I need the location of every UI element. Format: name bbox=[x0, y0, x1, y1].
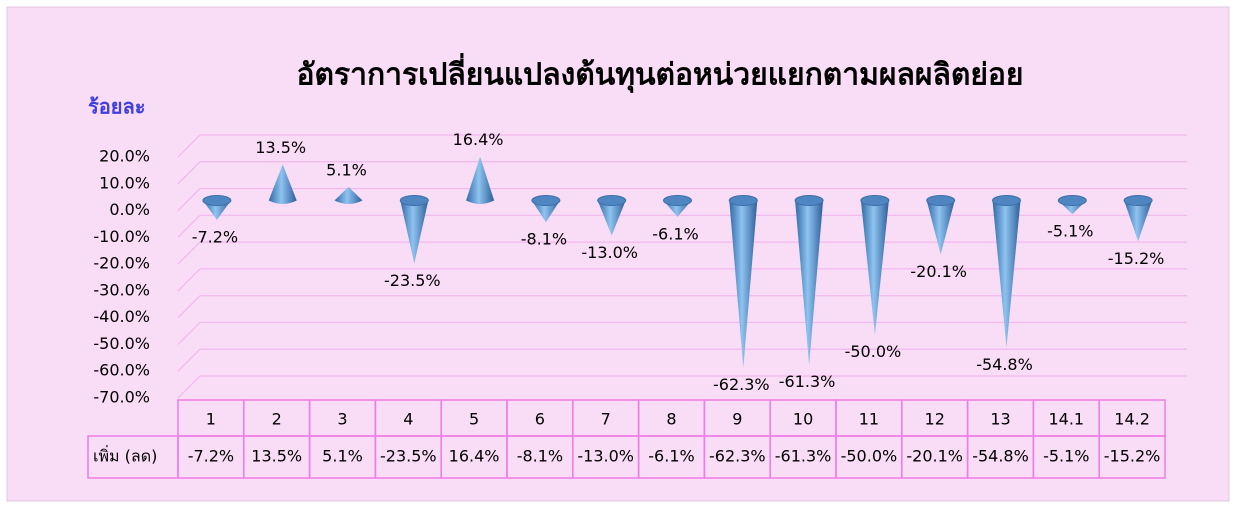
cone bbox=[992, 200, 1021, 348]
table-value: -15.2% bbox=[1104, 447, 1161, 466]
table-value: -62.3% bbox=[709, 447, 766, 466]
data-label: -23.5% bbox=[384, 271, 441, 290]
x-tick-label: 7 bbox=[601, 410, 611, 429]
y-tick-label: -40.0% bbox=[93, 307, 150, 326]
y-tick-label: 10.0% bbox=[99, 173, 150, 192]
y-tick-label: 20.0% bbox=[99, 147, 150, 166]
data-label: 13.5% bbox=[255, 138, 306, 157]
legend-label: เพิ่ม (ลด) bbox=[93, 445, 157, 466]
chart-title: อัตราการเปลี่ยนแปลงต้นทุนต่อหน่วยแยกตามผ… bbox=[296, 53, 1023, 94]
cone bbox=[597, 200, 626, 236]
data-label: -62.3% bbox=[713, 375, 770, 394]
x-tick-label: 6 bbox=[535, 410, 545, 429]
y-tick-label: -60.0% bbox=[93, 361, 150, 380]
data-label: -20.1% bbox=[910, 262, 967, 281]
table-value: 5.1% bbox=[322, 447, 363, 466]
x-tick-label: 11 bbox=[859, 410, 879, 429]
x-tick-label: 2 bbox=[272, 410, 282, 429]
cone-base bbox=[597, 195, 627, 207]
table-value: -5.1% bbox=[1043, 447, 1089, 466]
table-value: -54.8% bbox=[972, 447, 1029, 466]
x-tick-label: 5 bbox=[469, 410, 479, 429]
cone bbox=[400, 200, 429, 264]
x-tick-label: 10 bbox=[793, 410, 813, 429]
y-tick-label: -20.0% bbox=[93, 254, 150, 273]
data-label: -13.0% bbox=[581, 243, 638, 262]
table-value: -7.2% bbox=[188, 447, 234, 466]
cone bbox=[926, 200, 955, 255]
data-label: -8.1% bbox=[521, 230, 567, 249]
y-tick-label: 0.0% bbox=[109, 200, 150, 219]
x-tick-label: 9 bbox=[732, 410, 742, 429]
x-tick-label: 1 bbox=[206, 410, 216, 429]
data-label: 5.1% bbox=[326, 160, 367, 179]
cone bbox=[466, 156, 495, 205]
data-label: -50.0% bbox=[845, 342, 902, 361]
x-tick-label: 8 bbox=[666, 410, 676, 429]
cone-base bbox=[1123, 195, 1153, 207]
x-tick-label: 4 bbox=[403, 410, 413, 429]
grid-line bbox=[177, 241, 201, 265]
cone bbox=[334, 186, 363, 205]
cone-base bbox=[531, 195, 561, 207]
table-value: -6.1% bbox=[648, 447, 694, 466]
table-cell bbox=[1098, 435, 1166, 479]
x-tick-label: 14.1 bbox=[1048, 410, 1084, 429]
table-value: -23.5% bbox=[380, 447, 437, 466]
data-label: -15.2% bbox=[1108, 249, 1165, 268]
cone bbox=[1124, 200, 1153, 242]
cone bbox=[860, 200, 889, 335]
cone bbox=[795, 200, 824, 365]
grid-line bbox=[177, 295, 201, 319]
table-value: -8.1% bbox=[517, 447, 563, 466]
grid-line bbox=[177, 348, 201, 372]
chart-background bbox=[6, 6, 1230, 502]
data-label: -5.1% bbox=[1047, 222, 1093, 241]
data-label: -6.1% bbox=[652, 224, 698, 243]
table-value: 13.5% bbox=[251, 447, 302, 466]
y-tick-label: -30.0% bbox=[93, 280, 150, 299]
x-tick-label: 12 bbox=[925, 410, 945, 429]
cone-base bbox=[926, 195, 956, 207]
cone-base bbox=[794, 195, 824, 207]
y-tick-label: -50.0% bbox=[93, 334, 150, 353]
x-tick-label: 14.2 bbox=[1114, 410, 1150, 429]
cone-base bbox=[663, 195, 692, 207]
cone-base bbox=[860, 195, 890, 207]
grid-line bbox=[177, 161, 201, 185]
table-value: 16.4% bbox=[449, 447, 500, 466]
data-label: -7.2% bbox=[192, 227, 238, 246]
x-tick-label: 3 bbox=[337, 410, 347, 429]
x-tick-label: 13 bbox=[990, 410, 1010, 429]
y-tick-label: -10.0% bbox=[93, 227, 150, 246]
cone bbox=[729, 200, 758, 368]
grid-line bbox=[177, 375, 201, 399]
y-axis-label: ร้อยละ bbox=[88, 95, 145, 119]
cone-base bbox=[399, 195, 429, 207]
cone-base bbox=[992, 195, 1021, 207]
grid-line bbox=[177, 134, 201, 158]
cone bbox=[268, 164, 297, 205]
cone-base bbox=[202, 195, 232, 207]
table-value: -50.0% bbox=[841, 447, 898, 466]
data-label: -54.8% bbox=[976, 355, 1033, 374]
data-label: -61.3% bbox=[779, 372, 836, 391]
grid-line bbox=[177, 214, 201, 238]
cone-base bbox=[728, 195, 758, 207]
cone-base bbox=[1057, 195, 1087, 207]
data-label: 16.4% bbox=[453, 130, 504, 149]
grid-line bbox=[177, 188, 201, 211]
table-value: -20.1% bbox=[906, 447, 963, 466]
cone bbox=[531, 200, 560, 223]
grid-line bbox=[177, 268, 201, 292]
grid-line bbox=[177, 322, 201, 345]
table-value: -13.0% bbox=[577, 447, 634, 466]
table-value: -61.3% bbox=[775, 447, 832, 466]
y-tick-label: -70.0% bbox=[93, 388, 150, 407]
